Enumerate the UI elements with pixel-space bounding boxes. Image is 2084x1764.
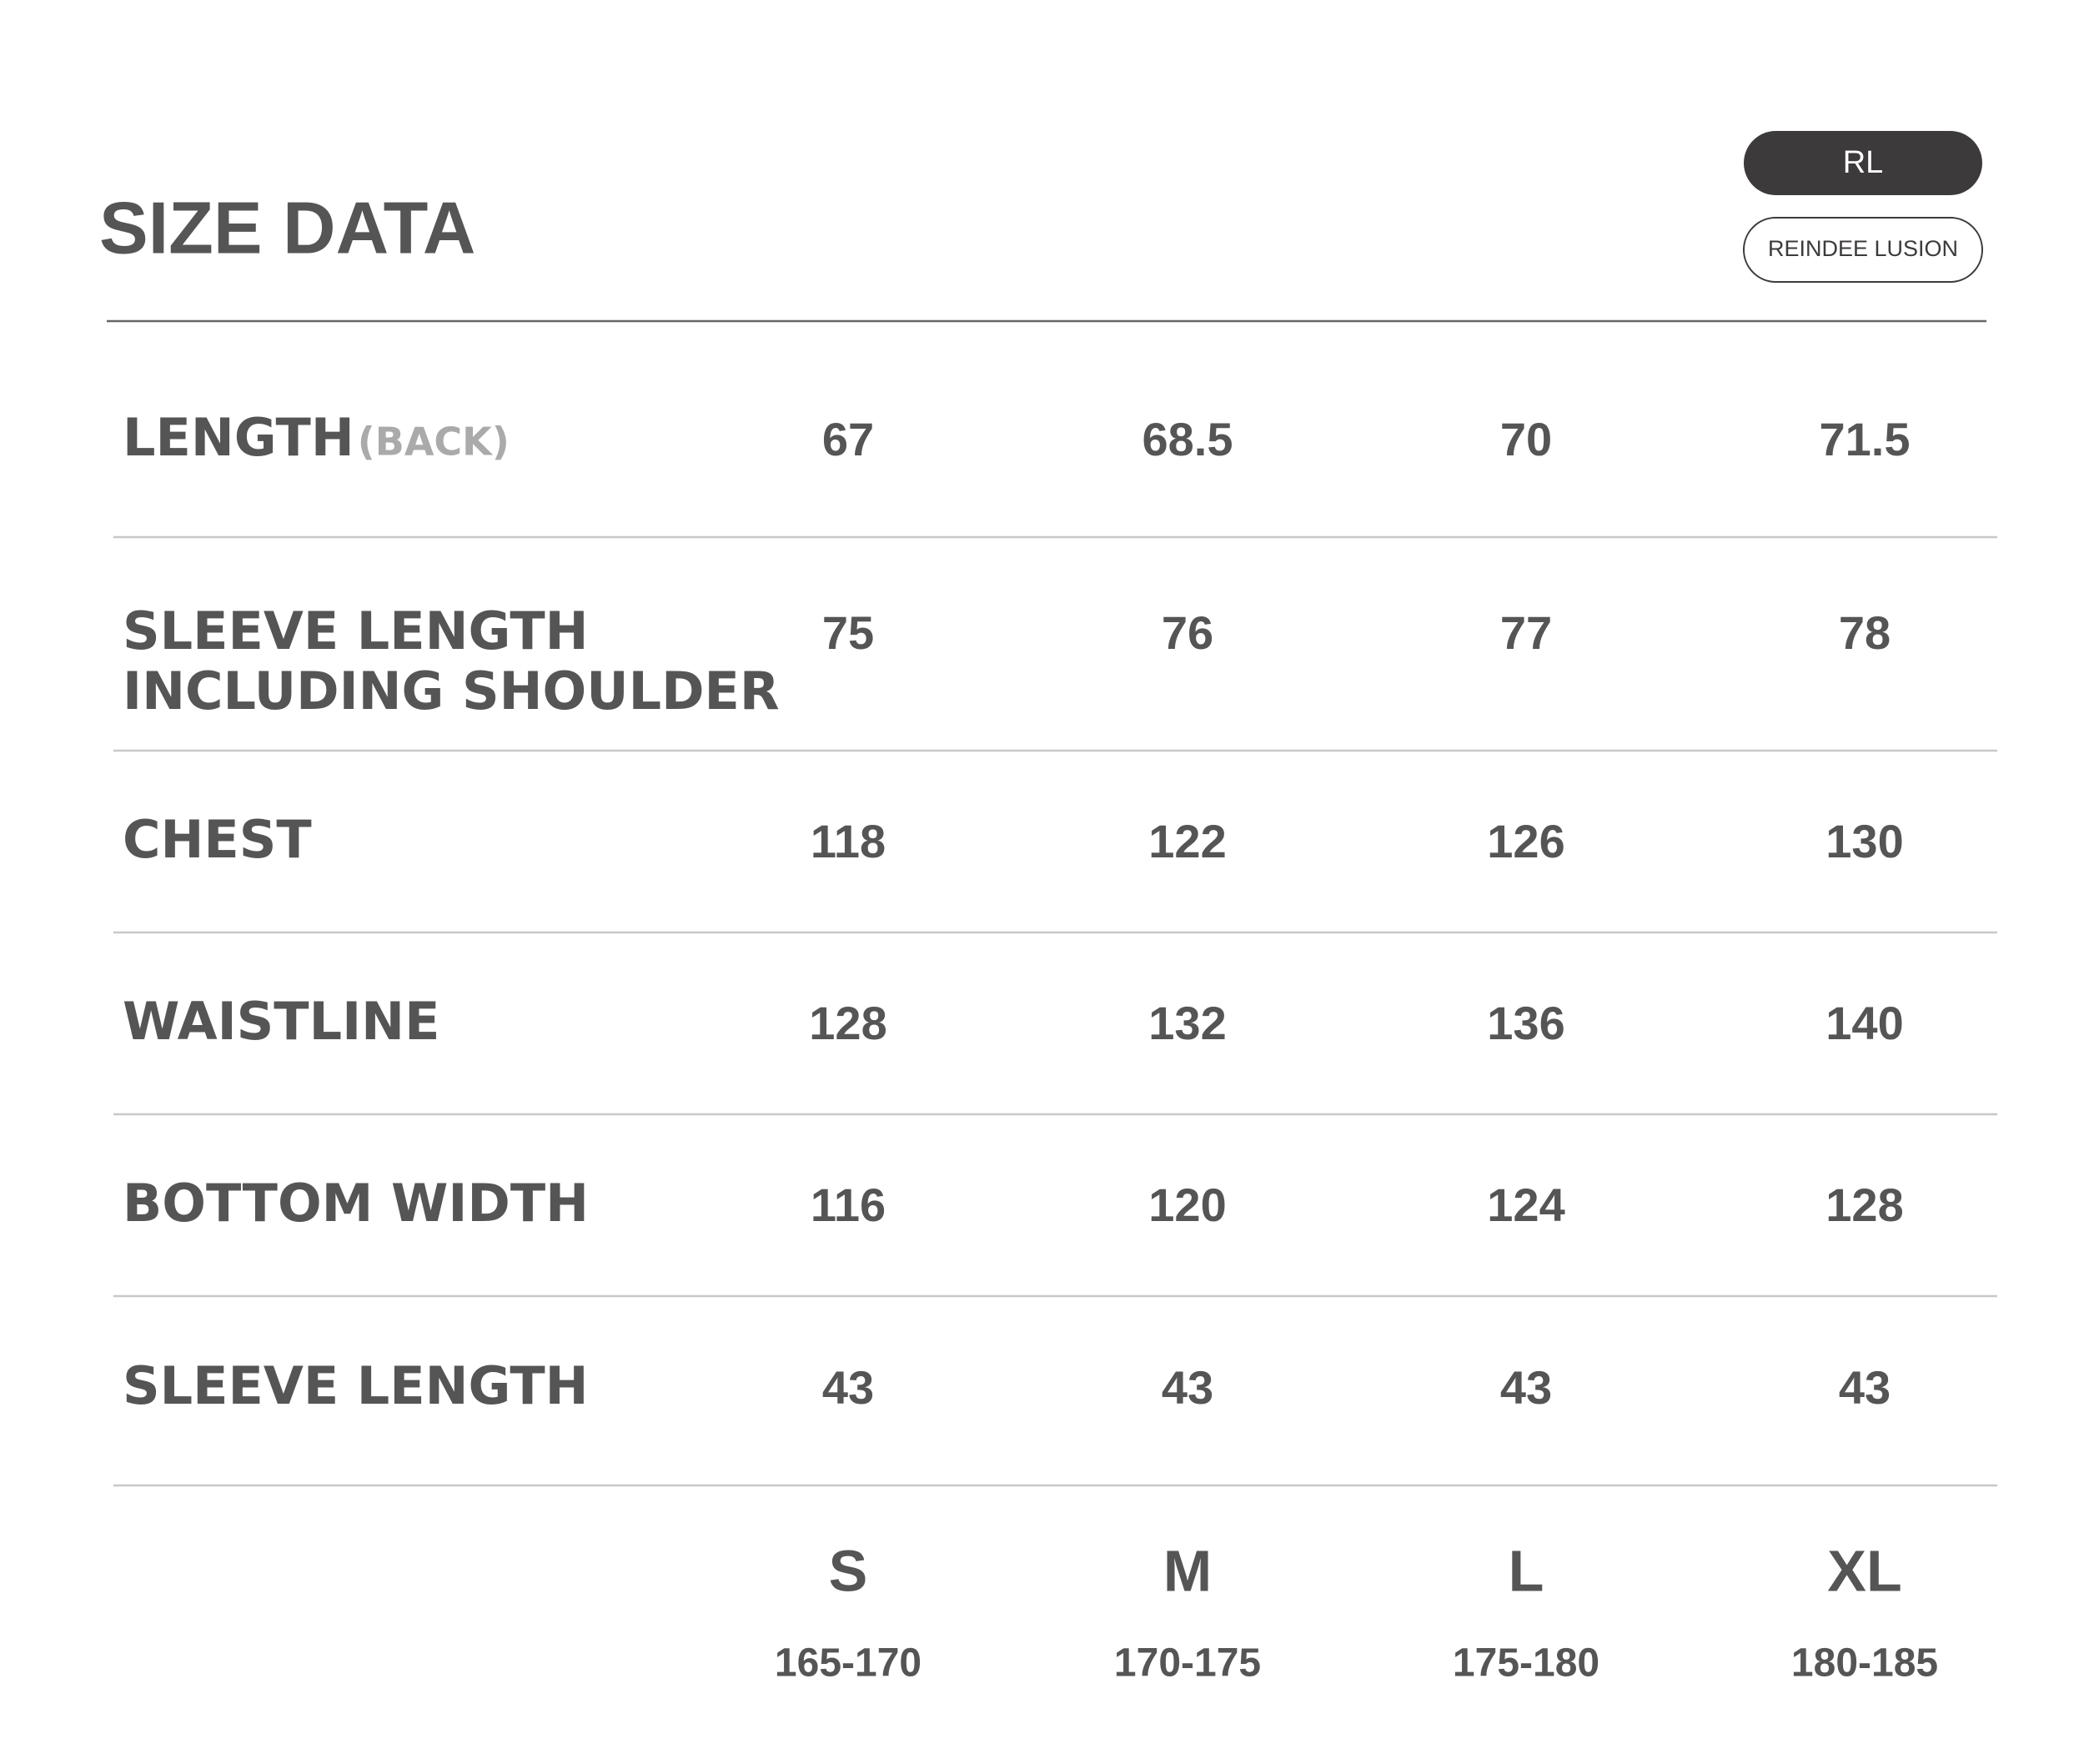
cell-value: 122 [1148,815,1226,867]
height-range: 175-180 [1453,1641,1599,1686]
cell-value: 124 [1487,1179,1564,1231]
cell-value: 140 [1825,997,1903,1049]
brand-pill [1743,217,1983,283]
title: SIZE DATA [99,186,475,269]
cell-value: 116 [811,1179,886,1231]
cell-value: 76 [1162,606,1213,659]
size-label: M [1163,1538,1212,1603]
cell-value: 43 [822,1361,874,1414]
cell-value: 68.5 [1142,413,1233,465]
cell-value: 132 [1148,997,1226,1049]
size-label: S [829,1538,868,1603]
cell-value: 118 [811,815,886,867]
cell-value: 128 [1825,1179,1903,1231]
row-label: INCLUDING SHOULDER [123,661,780,721]
height-range: 165-170 [775,1641,921,1686]
cell-value: 77 [1500,606,1552,659]
cell-value: 78 [1839,606,1891,659]
cell-value: 43 [1839,1361,1891,1414]
row-label: SLEEVE LENGTH [123,601,589,661]
row-note: (BACK) [358,420,510,465]
badge-pill [1744,131,1982,195]
cell-value: 130 [1825,815,1903,867]
cell-value: 43 [1162,1361,1213,1414]
cell-value: 71.5 [1820,413,1911,465]
cell-value: 75 [822,606,874,659]
row-label: LENGTH [123,407,354,468]
badge: RL [1843,145,1884,180]
cell-value: 126 [1487,815,1564,867]
cell-value: 67 [822,413,874,465]
cell-value: 43 [1500,1361,1552,1414]
height-range: 170-175 [1114,1641,1261,1686]
cell-value: 70 [1500,413,1552,465]
cell-value: 128 [809,997,886,1049]
row-label: CHEST [123,809,312,870]
row-label: WAISTLINE [123,991,439,1052]
cell-value: 136 [1487,997,1564,1049]
row-label: SLEEVE LENGTH [123,1355,589,1416]
cell-value: 120 [1148,1179,1226,1231]
row-label: BOTTOM WIDTH [123,1173,589,1234]
size-label: XL [1827,1538,1901,1603]
size-label: L [1509,1538,1544,1603]
brand: REINDEE LUSION [1768,236,1958,261]
height-range: 180-185 [1791,1641,1938,1686]
